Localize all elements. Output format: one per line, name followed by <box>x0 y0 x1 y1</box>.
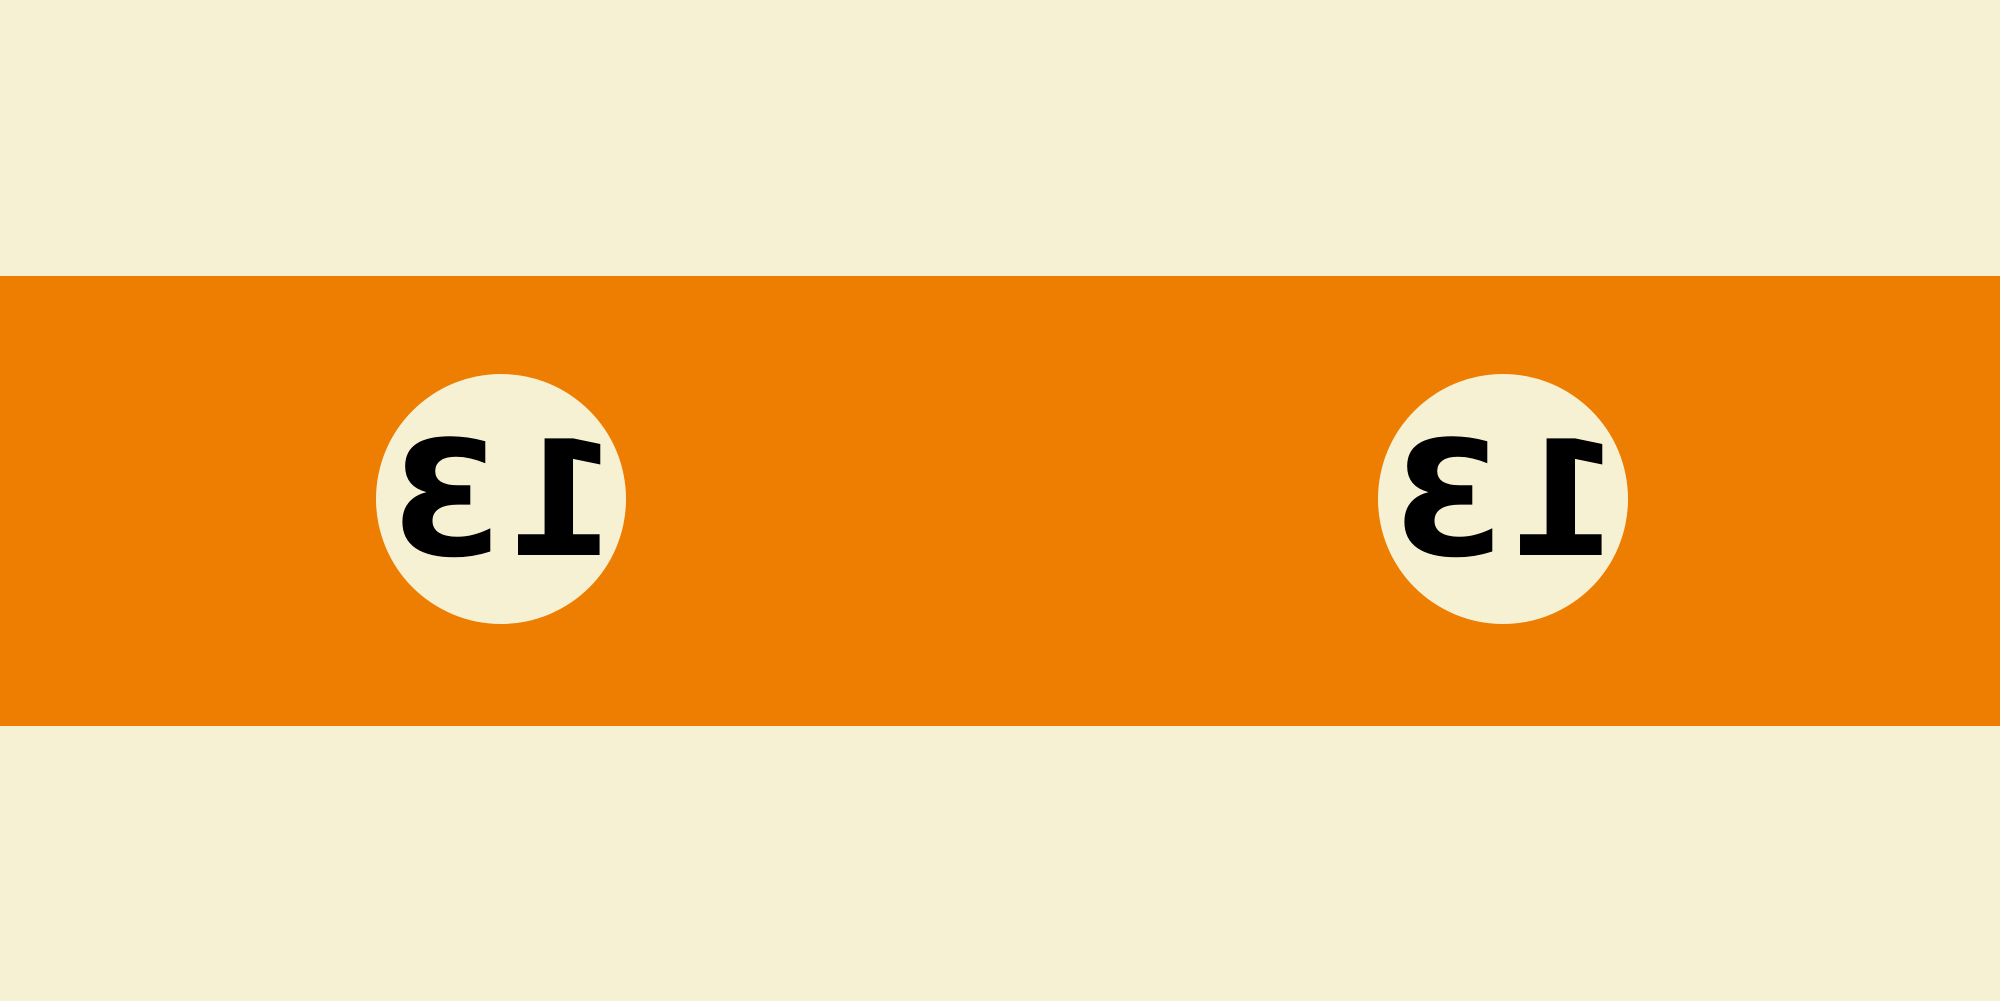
badge-number-label: 13 <box>1385 406 1621 593</box>
orange-band <box>0 276 2000 726</box>
number-badge-right: 13 <box>1378 374 1628 624</box>
number-badge-left: 13 <box>376 374 626 624</box>
badge-number-label: 13 <box>383 406 619 593</box>
